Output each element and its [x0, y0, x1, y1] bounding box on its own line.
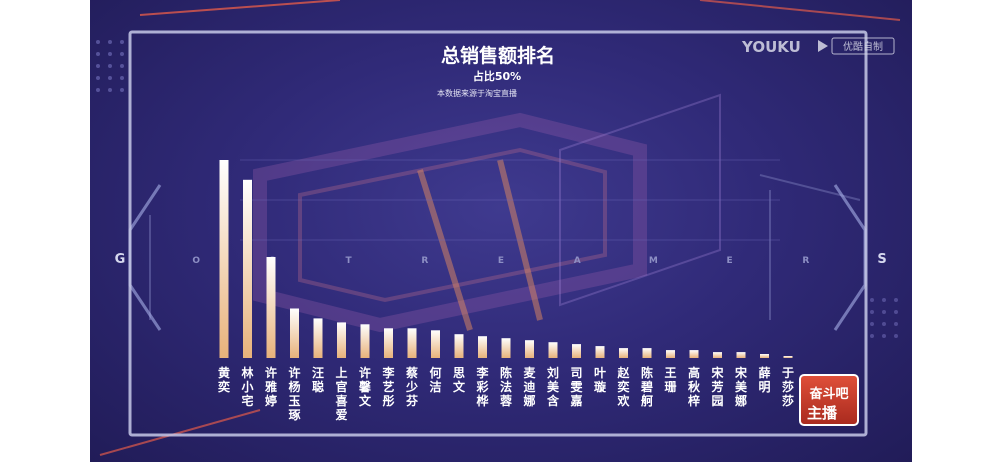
bar-5: [313, 318, 323, 358]
category-label-14: 麦迪娜: [523, 365, 536, 408]
youku-watermark: YOUKU 优酷自制: [741, 37, 895, 56]
backdrop-letter-1: G: [115, 252, 126, 267]
category-label-11: 思文: [453, 366, 466, 394]
bar-17: [595, 346, 605, 358]
category-label-10: 何洁: [429, 365, 441, 394]
bar-series: [219, 160, 793, 358]
bar-14: [525, 340, 534, 358]
show-logo: 奋斗吧 主播: [799, 374, 859, 426]
category-label-16: 司雯嘉: [569, 366, 583, 408]
category-label-9: 蔡少芬: [405, 365, 419, 408]
bar-7: [360, 324, 370, 358]
chart-subtitle: 占比50%: [473, 69, 521, 83]
inner-frame: [128, 30, 868, 437]
category-labels: 黄奕林小宅许雅婷许杨玉琢汪聪上官喜爱许馨文李艺彤蔡少芬何洁思文李彩桦陈法蓉麦迪娜…: [218, 365, 794, 422]
bar-3: [266, 257, 276, 358]
category-label-18: 赵奕欢: [616, 365, 630, 408]
show-logo-line1: 奋斗吧: [808, 386, 848, 402]
bar-10: [431, 330, 440, 358]
category-label-21: 高秋梓: [688, 365, 701, 408]
category-label-17: 叶璇: [594, 365, 607, 394]
backdrop-letter-11: S: [877, 252, 886, 267]
bar-12: [478, 336, 487, 358]
category-label-24: 薛明: [758, 365, 770, 394]
backdrop-letter-7: A: [574, 256, 581, 266]
bar-19: [642, 348, 652, 358]
bar-9: [407, 328, 417, 358]
category-label-22: 宋芳园: [711, 365, 724, 408]
bar-23: [736, 352, 746, 358]
bar-20: [666, 350, 675, 358]
bar-6: [337, 322, 346, 358]
bar-22: [713, 352, 722, 358]
category-label-20: 王珊: [664, 366, 676, 394]
chart-source-note: 本数据来源于淘宝直播: [437, 88, 517, 98]
show-logo-badge: [799, 374, 859, 426]
backdrop-letter-4: T: [346, 256, 353, 266]
bar-24: [760, 354, 769, 358]
category-label-4: 许杨玉琢: [288, 365, 301, 422]
bar-18: [619, 348, 628, 358]
category-label-25: 于莎莎: [782, 366, 794, 408]
youku-play-icon: [818, 40, 828, 52]
category-label-8: 李艺彤: [381, 365, 395, 408]
youku-sub-box: [831, 37, 895, 55]
chart-title: 总销售额排名: [441, 44, 555, 67]
bar-2: [243, 179, 252, 358]
bar-11: [454, 334, 464, 358]
backdrop-letter-9: E: [727, 256, 733, 266]
category-label-12: 李彩桦: [475, 365, 489, 408]
category-label-2: 林小宅: [241, 365, 253, 408]
bar-13: [501, 338, 511, 358]
category-label-1: 黄奕: [218, 365, 230, 394]
category-label-13: 陈法蓉: [500, 365, 513, 408]
bar-16: [572, 344, 581, 358]
youku-brand: YOUKU: [741, 38, 801, 56]
category-label-6: 上官喜爱: [335, 365, 347, 422]
bar-1: [219, 160, 229, 358]
category-label-7: 许馨文: [358, 365, 372, 408]
backdrop-letter-6: E: [498, 256, 504, 266]
youku-sub: 优酷自制: [843, 40, 883, 53]
backdrop-letter-2: O: [192, 256, 200, 266]
show-logo-line2: 主播: [807, 404, 838, 422]
category-label-15: 刘美含: [547, 365, 560, 408]
category-label-23: 宋美娜: [735, 365, 748, 408]
backdrop-letter-8: M: [649, 256, 658, 266]
bar-4: [290, 308, 299, 358]
category-label-3: 许雅婷: [264, 365, 277, 408]
category-label-19: 陈碧舸: [640, 365, 653, 408]
bar-15: [548, 342, 558, 358]
bar-21: [689, 350, 699, 358]
bar-8: [384, 328, 393, 358]
backdrop-letter-10: R: [802, 256, 809, 266]
dot-grid-decoration: [96, 40, 898, 338]
category-label-5: 汪聪: [312, 365, 324, 394]
bar-25: [783, 356, 793, 358]
backdrop-letter-5: R: [421, 256, 428, 266]
